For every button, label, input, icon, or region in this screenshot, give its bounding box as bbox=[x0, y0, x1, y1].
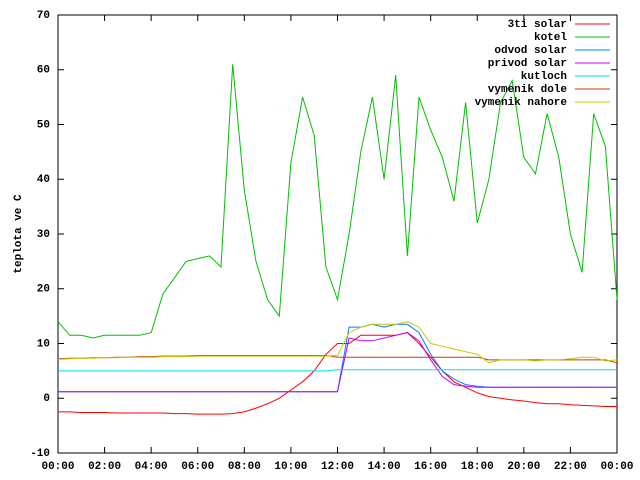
y-tick-label: 70 bbox=[37, 10, 50, 22]
y-tick-label: -10 bbox=[30, 448, 50, 460]
legend-label: vymenik nahore bbox=[475, 97, 568, 109]
x-tick-label: 02:00 bbox=[88, 461, 121, 473]
legend-label: vymenik dole bbox=[488, 84, 568, 96]
series-line bbox=[57, 321, 618, 364]
legend-label: kutloch bbox=[521, 71, 567, 83]
x-tick-label: 04:00 bbox=[135, 461, 168, 473]
legend-label: privod solar bbox=[488, 58, 567, 70]
x-tick-label: 16:00 bbox=[414, 461, 447, 473]
y-tick-label: 30 bbox=[37, 229, 50, 241]
series-line bbox=[58, 369, 617, 372]
y-axis-label: teplota ve C bbox=[13, 194, 25, 274]
y-tick-label: 50 bbox=[37, 119, 50, 131]
legend-label: 3ti solar bbox=[508, 19, 567, 31]
x-tick-label: 06:00 bbox=[181, 461, 214, 473]
legend-label: odvod solar bbox=[494, 45, 567, 57]
y-tick-label: 10 bbox=[37, 338, 50, 350]
x-tick-label: 08:00 bbox=[228, 461, 261, 473]
y-tick-label: 40 bbox=[37, 174, 50, 186]
series-line bbox=[58, 332, 617, 415]
y-tick-label: 0 bbox=[43, 393, 50, 405]
y-tick-label: 60 bbox=[37, 65, 50, 77]
x-tick-label: 10:00 bbox=[274, 461, 307, 473]
x-tick-label: 00:00 bbox=[41, 461, 74, 473]
x-tick-label: 18:00 bbox=[461, 461, 494, 473]
x-tick-label: 22:00 bbox=[554, 461, 587, 473]
x-tick-label: 14:00 bbox=[368, 461, 401, 473]
y-tick-label: 20 bbox=[37, 284, 50, 296]
series-line bbox=[57, 355, 618, 364]
legend-label: kotel bbox=[534, 32, 567, 44]
series-line bbox=[58, 332, 617, 393]
x-tick-label: 00:00 bbox=[600, 461, 633, 473]
series-line bbox=[57, 64, 618, 339]
x-tick-label: 20:00 bbox=[507, 461, 540, 473]
x-tick-label: 12:00 bbox=[321, 461, 354, 473]
